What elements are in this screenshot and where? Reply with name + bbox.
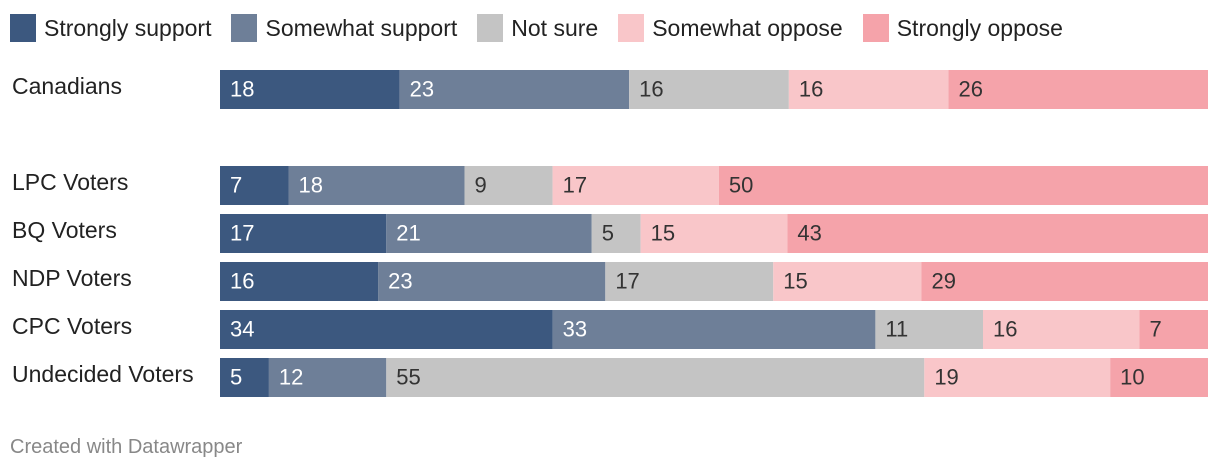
bar-row-ndp-voters: NDP Voters 16 23 17 15 29 (12, 262, 1208, 301)
row-label-canadians: Canadians (12, 73, 122, 99)
bar-segment-canadians-strongly-support (220, 70, 400, 109)
data-label-cpc-voters-somewhat-support: 33 (563, 316, 587, 341)
bar-segment-ndp-voters-strongly-support (220, 262, 379, 301)
bar-segment-bq-voters-not-sure (591, 214, 641, 253)
data-label-ndp-voters-not-sure: 17 (615, 268, 639, 293)
data-label-lpc-voters-somewhat-oppose: 17 (563, 172, 587, 197)
data-label-lpc-voters-strongly-oppose: 50 (729, 172, 753, 197)
bar-segment-undecided-voters-somewhat-support (268, 358, 387, 397)
data-label-bq-voters-somewhat-oppose: 15 (651, 220, 675, 245)
legend-item-somewhat-oppose: Somewhat oppose (618, 14, 843, 42)
legend-label-strongly-support: Strongly support (44, 14, 212, 41)
bar-segment-ndp-voters-somewhat-support (378, 262, 606, 301)
data-label-ndp-voters-somewhat-support: 23 (388, 268, 412, 293)
bar-segment-canadians-somewhat-oppose (788, 70, 949, 109)
bar-segment-ndp-voters-not-sure (605, 262, 774, 301)
data-label-lpc-voters-strongly-support: 7 (230, 172, 242, 197)
bar-segment-bq-voters-strongly-support (220, 214, 387, 253)
data-label-undecided-voters-somewhat-support: 12 (279, 364, 303, 389)
legend-item-strongly-support: Strongly support (10, 14, 211, 42)
legend-label-strongly-oppose: Strongly oppose (896, 14, 1063, 41)
legend-label-not-sure: Not sure (511, 14, 599, 41)
legend-swatch-strongly-oppose (862, 14, 889, 42)
bar-row-bq-voters: BQ Voters 17 21 5 15 43 (12, 214, 1208, 253)
bar-segment-lpc-voters-strongly-oppose (718, 166, 1208, 205)
data-label-lpc-voters-somewhat-support: 18 (298, 172, 322, 197)
data-label-undecided-voters-strongly-oppose: 10 (1120, 364, 1144, 389)
bar-segment-bq-voters-strongly-oppose (787, 214, 1208, 253)
bar-segment-ndp-voters-strongly-oppose (921, 262, 1208, 301)
data-label-undecided-voters-not-sure: 55 (396, 364, 420, 389)
bar-segment-cpc-voters-somewhat-support (552, 310, 876, 349)
data-label-bq-voters-not-sure: 5 (602, 220, 614, 245)
bar-segment-undecided-voters-not-sure (386, 358, 925, 397)
bar-segment-undecided-voters-somewhat-oppose (924, 358, 1111, 397)
data-label-ndp-voters-somewhat-oppose: 15 (783, 268, 807, 293)
chart-legend: Strongly support Somewhat support Not su… (10, 13, 1083, 43)
data-label-canadians-somewhat-support: 23 (410, 76, 434, 101)
data-label-canadians-strongly-support: 18 (230, 76, 254, 101)
data-label-ndp-voters-strongly-support: 16 (230, 268, 254, 293)
datawrapper-credit: Created with Datawrapper (10, 436, 243, 458)
data-label-cpc-voters-somewhat-oppose: 16 (993, 316, 1017, 341)
row-label-undecided-voters: Undecided Voters (12, 361, 194, 387)
data-label-lpc-voters-not-sure: 9 (475, 172, 487, 197)
data-label-undecided-voters-somewhat-oppose: 19 (934, 364, 958, 389)
data-label-undecided-voters-strongly-support: 5 (230, 364, 242, 389)
data-label-bq-voters-strongly-support: 17 (230, 220, 254, 245)
legend-swatch-somewhat-oppose (618, 14, 645, 42)
data-label-cpc-voters-not-sure: 11 (885, 316, 908, 341)
bar-row-lpc-voters: LPC Voters 7 18 9 17 50 (12, 166, 1208, 205)
row-label-lpc-voters: LPC Voters (12, 169, 128, 195)
row-label-cpc-voters: CPC Voters (12, 313, 132, 339)
bar-segment-lpc-voters-somewhat-support (288, 166, 465, 205)
data-label-bq-voters-strongly-oppose: 43 (797, 220, 821, 245)
bar-segment-bq-voters-somewhat-oppose (640, 214, 788, 253)
bar-segment-cpc-voters-strongly-support (220, 310, 553, 349)
legend-swatch-somewhat-support (231, 14, 258, 42)
bar-segment-canadians-somewhat-support (399, 70, 630, 109)
legend-item-not-sure: Not sure (477, 14, 598, 42)
bar-segment-lpc-voters-strongly-support (220, 166, 289, 205)
bar-segment-undecided-voters-strongly-support (220, 358, 269, 397)
bar-segment-bq-voters-somewhat-support (386, 214, 592, 253)
bar-segment-lpc-voters-not-sure (464, 166, 553, 205)
bar-row-undecided-voters: Undecided Voters 5 12 55 19 10 (12, 358, 1208, 397)
bar-segment-cpc-voters-strongly-oppose (1139, 310, 1208, 349)
data-label-bq-voters-somewhat-support: 21 (396, 220, 420, 245)
bar-segment-lpc-voters-somewhat-oppose (552, 166, 719, 205)
legend-swatch-strongly-support (10, 14, 36, 42)
data-label-cpc-voters-strongly-oppose: 7 (1150, 316, 1162, 341)
data-label-canadians-not-sure: 16 (639, 76, 663, 101)
bar-segment-undecided-voters-strongly-oppose (1110, 358, 1208, 397)
legend-label-somewhat-oppose: Somewhat oppose (652, 14, 843, 41)
bar-segment-ndp-voters-somewhat-oppose (773, 262, 922, 301)
bar-segment-cpc-voters-somewhat-oppose (983, 310, 1140, 349)
bar-segment-canadians-strongly-oppose (948, 70, 1208, 109)
bar-row-cpc-voters: CPC Voters 34 33 11 16 7 (12, 310, 1208, 349)
bar-segment-cpc-voters-not-sure (875, 310, 984, 349)
bar-segment-canadians-not-sure (629, 70, 789, 109)
row-label-bq-voters: BQ Voters (12, 217, 117, 243)
legend-item-strongly-oppose: Strongly oppose (862, 14, 1063, 42)
legend-item-somewhat-support: Somewhat support (231, 14, 457, 42)
data-label-ndp-voters-strongly-oppose: 29 (931, 268, 955, 293)
legend-swatch-not-sure (477, 14, 504, 42)
legend-label-somewhat-support: Somewhat support (265, 14, 458, 41)
data-label-canadians-strongly-oppose: 26 (959, 76, 983, 101)
data-label-cpc-voters-strongly-support: 34 (230, 316, 254, 341)
bar-row-canadians: Canadians 18 23 16 16 26 (12, 70, 1208, 109)
row-label-ndp-voters: NDP Voters (12, 265, 132, 291)
data-label-canadians-somewhat-oppose: 16 (799, 76, 823, 101)
